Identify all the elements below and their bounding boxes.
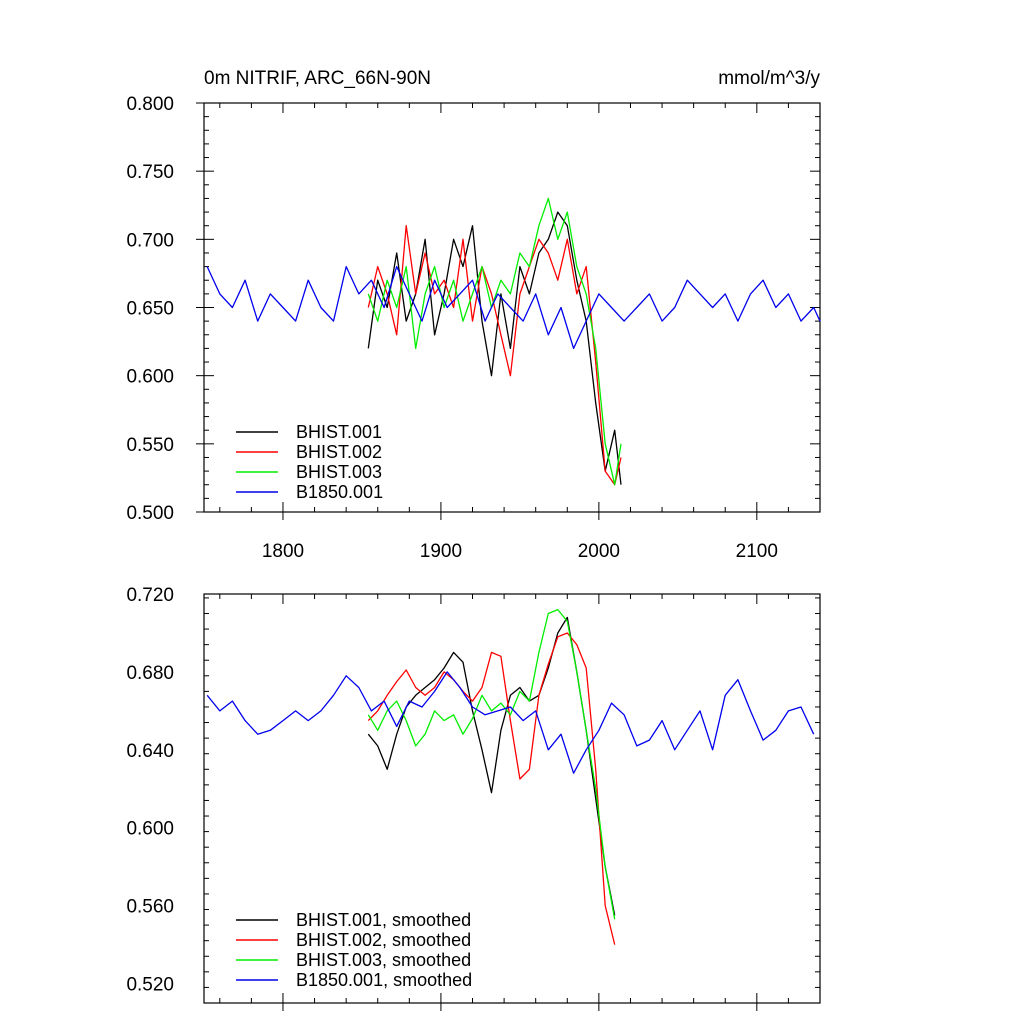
legend-label: BHIST.001 bbox=[296, 422, 382, 442]
legend-label: B1850.001, smoothed bbox=[296, 970, 472, 990]
y-tick-label: 0.720 bbox=[126, 585, 174, 606]
x-tick-label: 2100 bbox=[736, 541, 778, 562]
top-axes: 1800 1900 2000 2100 0.500 0.550 0.600 0.650 0.70… bbox=[126, 94, 821, 562]
units-label: mmol/m^3/y bbox=[718, 68, 820, 89]
y-tick-label: 0.650 bbox=[126, 299, 174, 320]
y-tick-label: 0.800 bbox=[126, 94, 174, 115]
y-tick-label: 0.550 bbox=[126, 435, 174, 456]
legend-label: BHIST.002, smoothed bbox=[296, 930, 471, 950]
bottom-axes: 0.520 0.560 0.600 0.640 0.680 0.720 bbox=[126, 585, 821, 1011]
series-line-2 bbox=[367, 608, 616, 920]
series-line-3 bbox=[206, 265, 821, 350]
x-tick-label: 2000 bbox=[578, 541, 620, 562]
y-tick-label: 0.560 bbox=[126, 897, 174, 918]
series-line-1 bbox=[367, 632, 616, 945]
top-panel: 0m NITRIF, ARC_66N-90N mmol/m^3/y 1800 19… bbox=[126, 68, 821, 562]
legend-label: BHIST.001, smoothed bbox=[296, 910, 471, 930]
y-tick-label: 0.640 bbox=[126, 741, 174, 762]
x-tick-label: 1800 bbox=[262, 541, 304, 562]
plot-frame bbox=[203, 593, 821, 1004]
y-tick-label: 0.680 bbox=[126, 663, 174, 684]
series-line-0 bbox=[367, 211, 622, 485]
x-tick-label: 1900 bbox=[420, 541, 462, 562]
top-series-group bbox=[206, 197, 821, 486]
y-tick-label: 0.750 bbox=[126, 162, 174, 183]
y-tick-label: 0.700 bbox=[126, 230, 174, 251]
legend-label: BHIST.002 bbox=[296, 442, 382, 462]
bottom-series-group bbox=[206, 608, 815, 945]
series-line-2 bbox=[367, 197, 622, 486]
series-line-1 bbox=[367, 225, 622, 486]
y-tick-label: 0.500 bbox=[126, 503, 174, 524]
y-tick-label: 0.520 bbox=[126, 975, 174, 996]
bottom-panel: 0.520 0.560 0.600 0.640 0.680 0.720 BHIST.001… bbox=[126, 585, 821, 1011]
legend-label: BHIST.003, smoothed bbox=[296, 950, 471, 970]
legend-label: BHIST.003 bbox=[296, 462, 382, 482]
chart-title: 0m NITRIF, ARC_66N-90N bbox=[204, 68, 431, 89]
y-tick-label: 0.600 bbox=[126, 367, 174, 388]
y-tick-label: 0.600 bbox=[126, 819, 174, 840]
legend-label: B1850.001 bbox=[296, 482, 383, 502]
series-line-3 bbox=[206, 671, 815, 774]
